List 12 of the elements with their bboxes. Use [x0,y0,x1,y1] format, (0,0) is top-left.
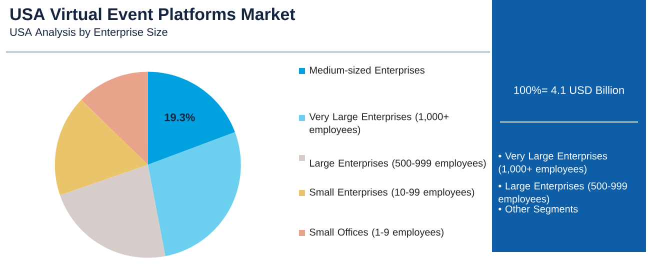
text: • Large Enterprises (500-999 employees) [498,182,627,204]
legend-label: Large Enterprises (500-999 employees) [310,159,486,169]
data-label: 19.3% [164,114,195,122]
legend-label: Small Offices (1-9 employees) [310,228,444,238]
chart-subtitle: USA Analysis by Enterprise Size [10,28,168,38]
chart-title: USA Virtual Event Platforms Market [10,8,296,20]
legend-label: Very Large Enterprises (1,000+ employees) [309,112,449,136]
text: 100%= 4.1 USD Billion [514,86,624,94]
text: • Very Large Enterprises (1,000+ employees) [498,152,608,174]
text: • Other Segments [498,205,578,214]
legend-label: Small Enterprises (10-99 employees) [310,188,474,198]
legend-label: Medium-sized Enterprises [310,66,425,76]
